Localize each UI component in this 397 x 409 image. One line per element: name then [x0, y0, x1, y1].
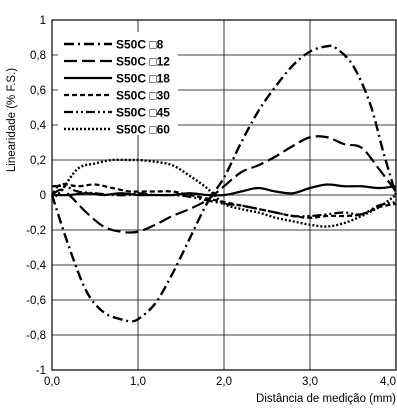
- y-tick-label: -0,2: [26, 225, 46, 237]
- y-tick-label: 0: [40, 190, 46, 202]
- legend-background: [58, 32, 178, 135]
- y-tick-label: 1: [40, 15, 46, 27]
- x-tick-label: 4,0: [380, 376, 396, 388]
- legend-label: S50C □8: [116, 38, 164, 52]
- x-tick-label: 1,0: [130, 376, 146, 388]
- legend: S50C □8 S50C □12 S50C □18 S50C □30 S50C □45 S…: [58, 32, 178, 137]
- series-line-1: [51, 135, 397, 234]
- series-line-0: [50, 44, 397, 323]
- y-tick-label: 0,6: [30, 85, 46, 97]
- series-lines: [50, 44, 397, 323]
- y-tick-label: 0,8: [30, 50, 46, 62]
- tick-labels: 1 0,8 0,6 0,4 0,2 0 -0,2 -0,4 -0,6 -0,8 -10,0 1,0 2,…: [26, 15, 396, 388]
- y-tick-label: -0,6: [26, 295, 46, 307]
- series-line-4: [51, 184, 397, 218]
- legend-label: S50C □12: [116, 55, 170, 69]
- x-tick-label: 3,0: [302, 376, 318, 388]
- y-tick-label: 0,4: [30, 120, 47, 132]
- legend-label: S50C □60: [116, 123, 170, 137]
- y-tick-label: -0,4: [26, 260, 46, 272]
- legend-label: S50C □45: [116, 106, 170, 120]
- y-tick-label: 0,2: [30, 155, 46, 167]
- y-tick-label: -0,8: [26, 330, 46, 342]
- y-tick-label: -1: [36, 365, 46, 377]
- series-line-3: [51, 183, 397, 219]
- x-tick-label: 0,0: [44, 376, 60, 388]
- x-tick-label: 2,0: [216, 376, 232, 388]
- series-line-5: [51, 158, 397, 228]
- y-axis-title: Linearidade (% F.S.): [6, 68, 18, 172]
- x-axis-title: Distância de medição (mm): [256, 393, 396, 405]
- legend-label: S50C □18: [116, 72, 170, 86]
- legend-label: S50C □30: [116, 89, 170, 103]
